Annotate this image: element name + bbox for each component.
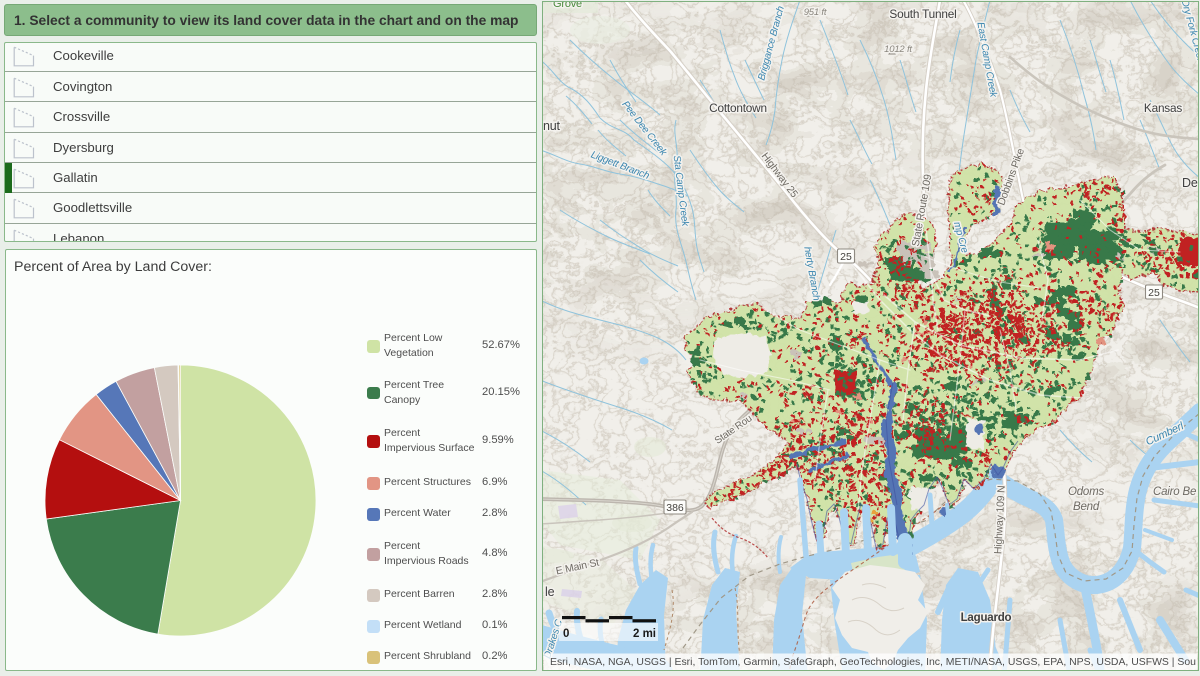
svg-text:Cottontown: Cottontown — [709, 101, 767, 115]
svg-text:0: 0 — [563, 628, 569, 640]
svg-text:Odoms: Odoms — [1068, 486, 1105, 498]
svg-text:25: 25 — [1148, 287, 1160, 299]
svg-text:nut: nut — [543, 119, 561, 133]
svg-text:le: le — [545, 585, 555, 599]
svg-text:951 ft: 951 ft — [804, 7, 827, 18]
svg-text:Cairo Be: Cairo Be — [1153, 486, 1196, 498]
svg-text:Des: Des — [1182, 176, 1198, 190]
svg-text:Highway 109 N: Highway 109 N — [992, 485, 1008, 554]
svg-text:Laguardo: Laguardo — [961, 612, 1012, 624]
svg-text:386: 386 — [666, 502, 684, 514]
svg-text:Esri, NASA, NGA, USGS | Esri,: Esri, NASA, NGA, USGS | Esri, TomTom, Ga… — [550, 657, 1196, 668]
svg-text:Bend: Bend — [1073, 501, 1100, 513]
svg-text:2 mi: 2 mi — [633, 628, 656, 640]
svg-text:25: 25 — [840, 251, 852, 263]
svg-text:Kansas: Kansas — [1144, 101, 1182, 115]
svg-text:Grove: Grove — [553, 2, 582, 10]
svg-text:South Tunnel: South Tunnel — [889, 7, 956, 21]
svg-text:1012 ft: 1012 ft — [884, 44, 912, 55]
